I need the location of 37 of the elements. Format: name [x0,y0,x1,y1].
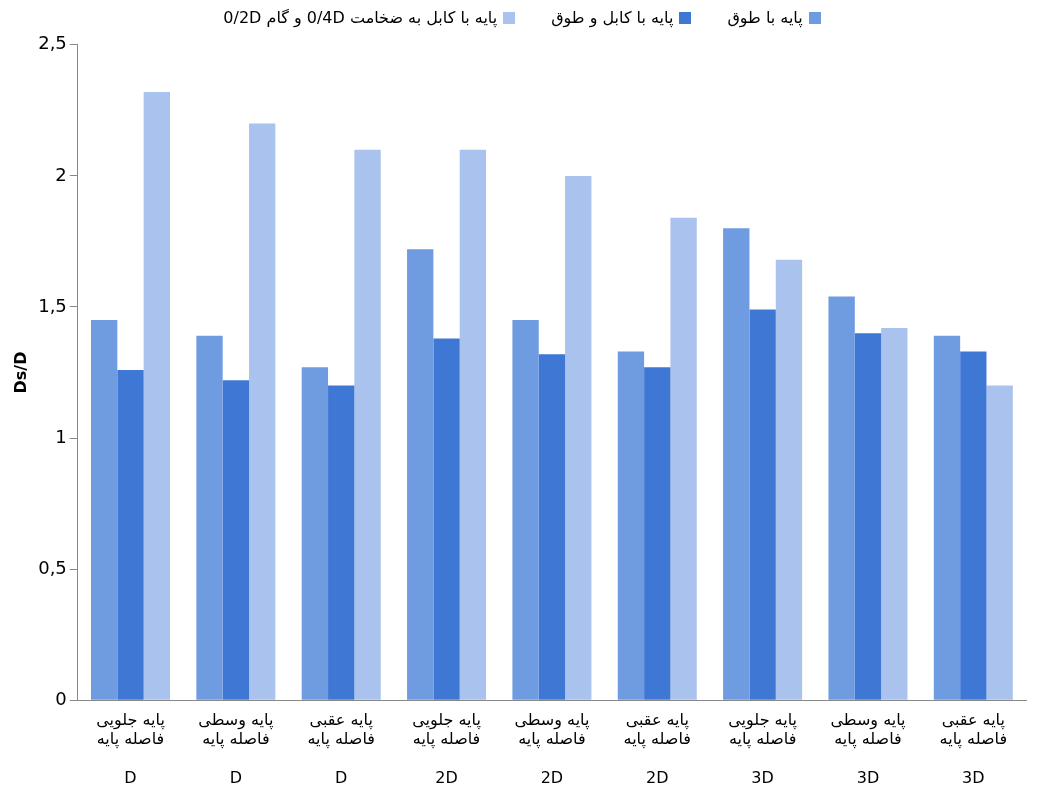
bar [881,327,908,700]
y-axis-title: Ds/D [10,351,30,394]
bar [986,385,1013,700]
bar [91,320,118,700]
bar [249,123,276,700]
bar [617,351,645,700]
y-tick-label: 2,5 [38,32,67,54]
bar [354,149,381,700]
bar [512,320,539,700]
bar [117,369,144,700]
bar [670,217,697,700]
y-tick-label: 0,5 [38,556,67,578]
bar [222,380,250,700]
bar [433,338,460,700]
legend-label: پایه با طوق [727,8,803,27]
bar [749,309,776,700]
bar [854,333,882,700]
y-tick-label: 1,5 [38,294,67,316]
bar [775,259,803,700]
bar [828,296,855,700]
y-tick-label: 0 [55,687,67,709]
bar [143,91,171,700]
bar [328,385,355,700]
bar [565,175,592,700]
y-tick-label: 1 [55,425,67,447]
bar [407,249,434,700]
bar [459,149,487,700]
bar [644,367,671,700]
y-tick-label: 2 [55,163,67,185]
legend-label: پایه با کابل به ضخامت 0/4D و گام 0/2D [223,8,498,27]
bar [933,335,961,700]
bar [723,228,750,700]
bar [196,335,223,700]
legend-label: پایه با کابل و طوق [551,8,674,27]
bar [301,367,329,700]
bar [538,354,566,700]
bar [960,351,987,700]
